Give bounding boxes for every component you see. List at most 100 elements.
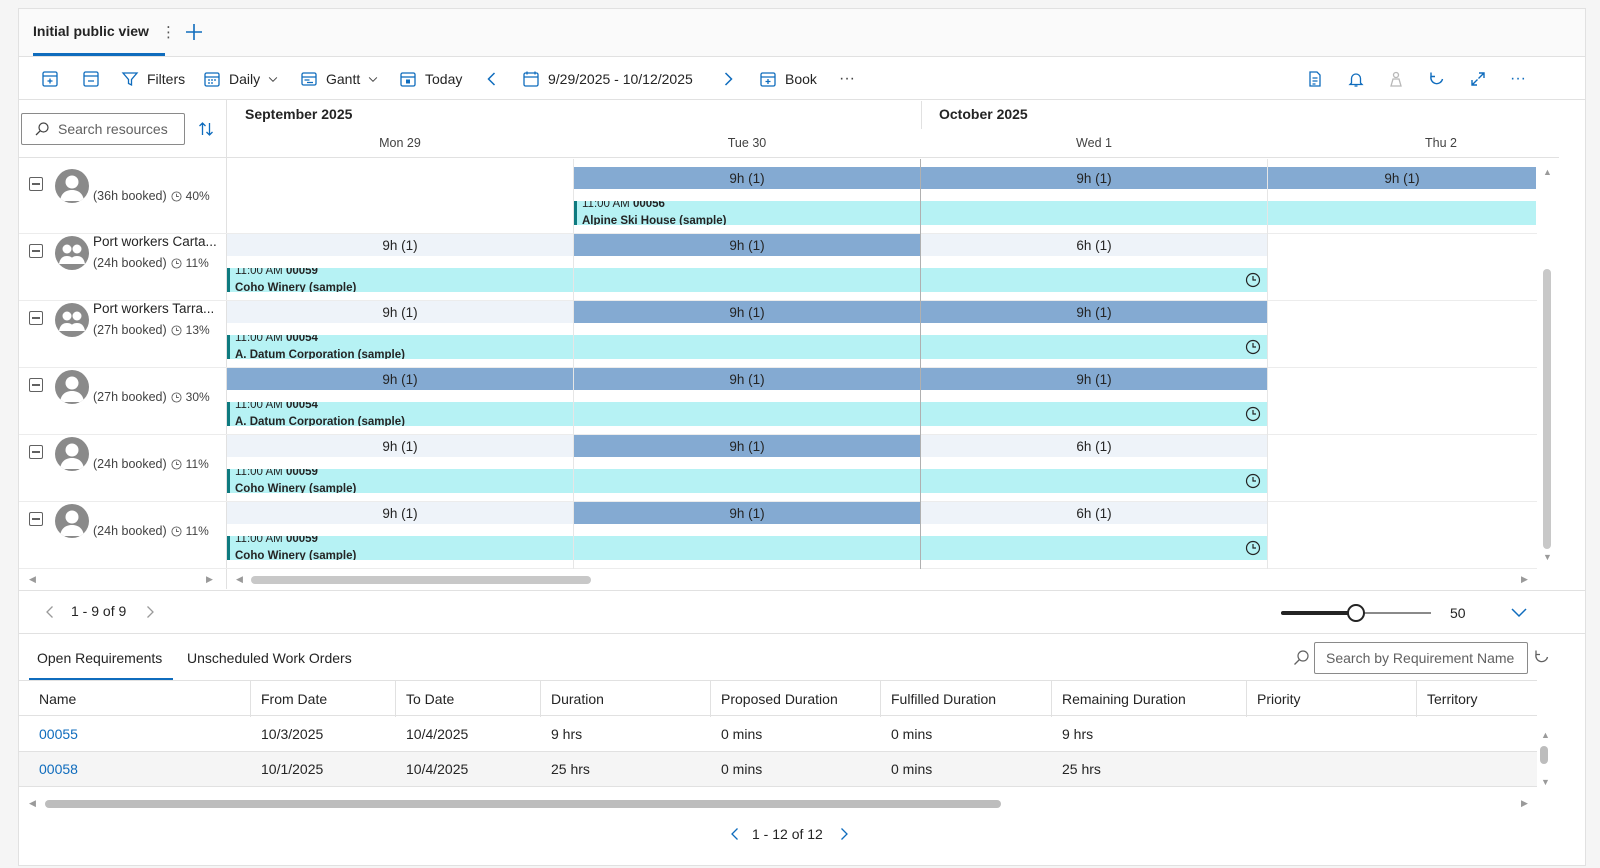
app-frame: Initial public view ⋮ Filters Daily Gant…	[18, 8, 1586, 866]
booked-summary: (36h booked) 40%	[93, 189, 210, 203]
booking-id: 00056	[632, 201, 665, 210]
fulfilled-duration-cell: 0 mins	[891, 726, 933, 742]
book-button[interactable]: Book	[759, 70, 817, 88]
expand-all-icon	[42, 71, 58, 87]
booking-bar[interactable]: 11:00 AM 00056 Alpine Ski House (sample)	[574, 201, 1536, 225]
booked-summary: (27h booked) 30%	[93, 390, 210, 404]
clock-icon	[171, 458, 182, 470]
tab-unscheduled-work-orders[interactable]: Unscheduled Work Orders	[187, 650, 352, 666]
resource-name[interactable]: Port workers Tarra...	[93, 301, 215, 316]
vertical-scrollbar-thumb[interactable]	[1543, 269, 1551, 549]
collapse-row-icon[interactable]	[29, 177, 43, 191]
table-row[interactable]: 00058 10/1/2025 10/4/2025 25 hrs 0 mins …	[19, 752, 1537, 787]
more-commands-button[interactable]: ···	[839, 70, 855, 87]
chevron-down-icon	[369, 77, 378, 83]
scroll-left-icon[interactable]: ◀	[29, 798, 36, 808]
filter-icon	[121, 72, 139, 87]
scroll-right-icon[interactable]: ▶	[206, 574, 213, 584]
crew-avatar	[55, 236, 89, 270]
collapse-all-icon	[83, 71, 99, 87]
booking-bar[interactable]: 11:00 AM 00054 A. Datum Corporation (sam…	[227, 402, 1267, 426]
map-view-button[interactable]	[1387, 70, 1405, 88]
booking-status-bar	[227, 402, 230, 426]
proposed-duration-cell: 0 mins	[721, 761, 763, 777]
booking-start: 11:00 AM	[582, 201, 630, 210]
view-mode-dropdown[interactable]: Daily	[203, 70, 280, 88]
tab-open-requirements[interactable]: Open Requirements	[37, 650, 163, 666]
next-period-button[interactable]	[719, 70, 737, 88]
resource-row: (24h booked) 11% 9h (1) 9h (1) 6h (1) 11:…	[19, 502, 1537, 569]
today-button[interactable]: Today	[399, 70, 462, 88]
search-resources-input[interactable]: Search resources	[21, 113, 185, 145]
scroll-up-icon[interactable]: ▲	[1541, 730, 1550, 740]
more-options-button[interactable]: ···	[1510, 70, 1526, 87]
tab-initial-public-view[interactable]: Initial public view	[33, 23, 149, 39]
booking-bar[interactable]: 11:00 AM 00059 Coho Winery (sample)	[227, 268, 1267, 292]
details-pane-button[interactable]	[1306, 70, 1324, 88]
table-row[interactable]: 00055 10/3/2025 10/4/2025 9 hrs 0 mins 0…	[19, 717, 1537, 752]
requirement-name-link[interactable]: 00058	[39, 761, 78, 777]
collapse-row-icon[interactable]	[29, 244, 43, 258]
booking-status-bar	[227, 536, 230, 560]
fullscreen-button[interactable]	[1469, 70, 1487, 88]
chevron-right-icon[interactable]	[143, 605, 157, 619]
collapse-row-icon[interactable]	[29, 512, 43, 526]
expand-all-button[interactable]	[41, 70, 59, 88]
column-header-priority[interactable]: Priority	[1247, 681, 1417, 717]
collapse-all-button[interactable]	[82, 70, 100, 88]
alerts-button[interactable]	[1347, 70, 1365, 88]
date-range-picker[interactable]: 9/29/2025 - 10/12/2025	[522, 70, 693, 88]
requirement-name-link[interactable]: 00055	[39, 726, 78, 742]
refresh-button[interactable]	[1428, 70, 1446, 88]
refresh-icon[interactable]	[1533, 648, 1551, 666]
add-view-icon[interactable]	[183, 21, 205, 43]
chevron-left-icon[interactable]	[728, 827, 742, 841]
filters-button[interactable]: Filters	[121, 70, 185, 88]
scroll-right-icon[interactable]: ▶	[1521, 798, 1528, 808]
view-mode-label: Daily	[229, 71, 261, 87]
column-header-fulfilled-duration[interactable]: Fulfilled Duration	[881, 681, 1052, 717]
horizontal-scrollbar-thumb[interactable]	[251, 576, 591, 584]
search-requirements-input[interactable]: Search by Requirement Name	[1314, 642, 1528, 674]
scroll-down-icon[interactable]: ▼	[1543, 552, 1552, 562]
column-header-from-date[interactable]: From Date	[251, 681, 396, 717]
clock-icon	[171, 257, 182, 269]
column-header-proposed-duration[interactable]: Proposed Duration	[711, 681, 881, 717]
scroll-left-icon[interactable]: ◀	[29, 574, 36, 584]
column-header-duration[interactable]: Duration	[541, 681, 711, 717]
collapse-row-icon[interactable]	[29, 311, 43, 325]
chevron-right-icon[interactable]	[837, 827, 851, 841]
scroll-up-icon[interactable]: ▲	[1543, 167, 1552, 177]
scroll-right-icon[interactable]: ▶	[1521, 574, 1528, 584]
date-range-label: 9/29/2025 - 10/12/2025	[548, 71, 693, 87]
booked-summary: (24h booked) 11%	[93, 256, 209, 270]
column-header-remaining-duration[interactable]: Remaining Duration	[1052, 681, 1247, 717]
tab-more-options-icon[interactable]: ⋮	[161, 24, 176, 41]
zoom-slider-thumb[interactable]	[1347, 604, 1365, 622]
capacity-cell: 9h (1)	[574, 167, 920, 189]
layout-dropdown[interactable]: Gantt	[300, 70, 380, 88]
resource-name[interactable]: Port workers Carta...	[93, 234, 217, 249]
scroll-left-icon[interactable]: ◀	[236, 574, 243, 584]
booking-bar[interactable]: 11:00 AM 00059 Coho Winery (sample)	[227, 536, 1267, 560]
active-tab-indicator	[33, 53, 165, 56]
chevron-left-icon[interactable]	[43, 605, 57, 619]
booking-bar[interactable]: 11:00 AM 00059 Coho Winery (sample)	[227, 469, 1267, 493]
collapse-row-icon[interactable]	[29, 378, 43, 392]
collapse-row-icon[interactable]	[29, 445, 43, 459]
gantt-icon	[301, 72, 317, 86]
booking-bar[interactable]: 11:00 AM 00054 A. Datum Corporation (sam…	[227, 335, 1267, 359]
column-header-territory[interactable]: Territory	[1427, 691, 1478, 707]
clock-icon	[1245, 339, 1261, 355]
horizontal-scrollbar-thumb[interactable]	[45, 800, 1001, 808]
column-header-to-date[interactable]: To Date	[396, 681, 541, 717]
previous-period-button[interactable]	[483, 70, 501, 88]
chevron-down-icon[interactable]	[1509, 603, 1529, 623]
vertical-scrollbar-thumb[interactable]	[1540, 746, 1548, 764]
column-header-name[interactable]: Name	[29, 681, 251, 717]
scroll-down-icon[interactable]: ▼	[1541, 777, 1550, 787]
chevron-left-icon	[487, 72, 496, 86]
booked-hours: (24h booked)	[93, 524, 167, 538]
requirements-grid-header: Name From Date To Date Duration Proposed…	[19, 680, 1537, 717]
sort-icon[interactable]	[197, 120, 215, 138]
